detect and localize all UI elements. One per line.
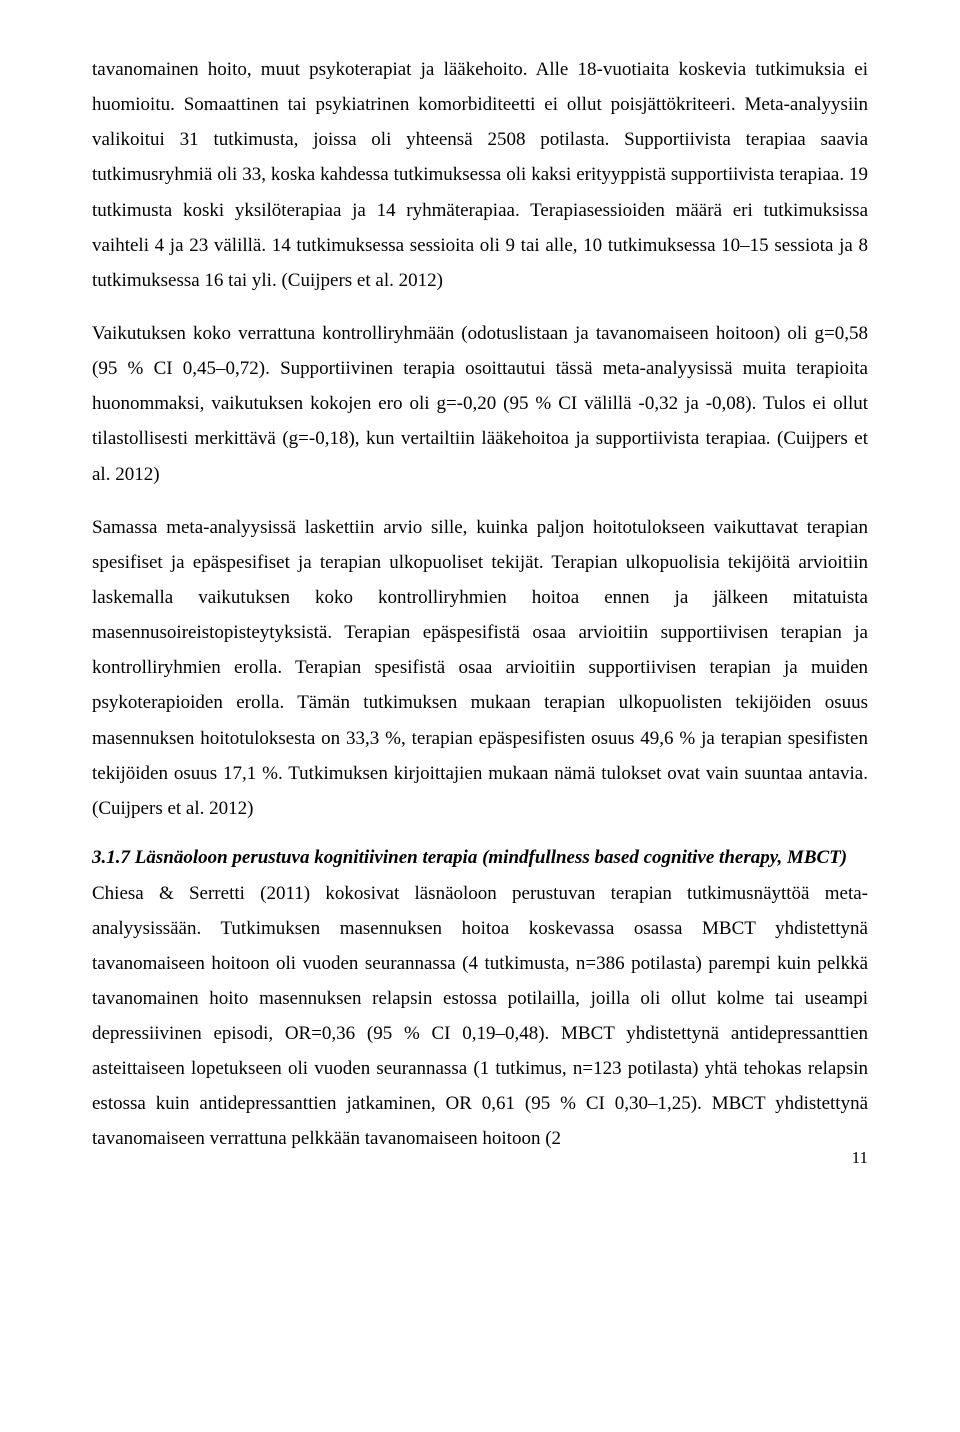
body-paragraph: Chiesa & Serretti (2011) kokosivat läsnä… — [92, 876, 868, 1157]
body-paragraph: Samassa meta-analyysissä laskettiin arvi… — [92, 510, 868, 826]
heading-number: 3.1.7 — [92, 847, 130, 868]
section-heading: 3.1.7 Läsnäoloon perustuva kognitiivinen… — [92, 844, 868, 872]
body-paragraph: Vaikutuksen koko verrattuna kontrolliryh… — [92, 316, 868, 492]
body-paragraph: tavanomainen hoito, muut psykoterapiat j… — [92, 52, 868, 298]
heading-title: Läsnäoloon perustuva kognitiivinen terap… — [135, 847, 847, 868]
page-number: 11 — [92, 1149, 868, 1166]
page-container: tavanomainen hoito, muut psykoterapiat j… — [0, 0, 960, 1432]
